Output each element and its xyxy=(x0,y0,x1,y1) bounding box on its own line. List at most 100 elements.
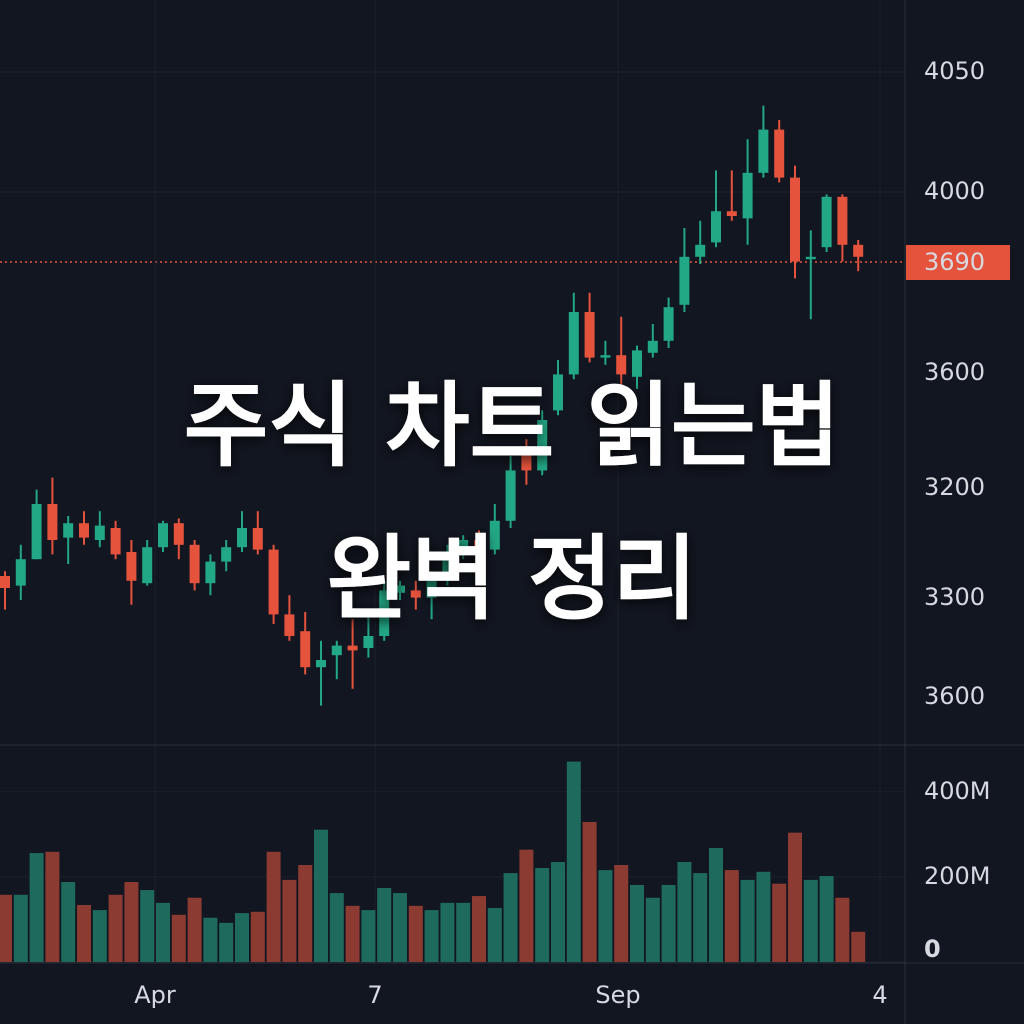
candle-body xyxy=(458,540,469,555)
volume-bar xyxy=(693,873,708,962)
candle-body xyxy=(252,528,263,550)
volume-bar xyxy=(329,893,344,962)
candle-body xyxy=(632,350,642,377)
volume-bar xyxy=(582,822,597,962)
candle-body xyxy=(742,172,753,219)
candle-body xyxy=(679,256,690,305)
candle-body xyxy=(695,244,706,257)
volume-bar xyxy=(440,902,455,962)
candle-body xyxy=(347,645,358,651)
volume-bar xyxy=(788,832,802,962)
volume-bar xyxy=(803,879,818,962)
candle-body xyxy=(758,129,769,173)
y-tick-label: 4000 xyxy=(924,177,985,205)
volume-bar xyxy=(377,887,392,962)
volume-bar xyxy=(187,897,202,962)
volume-bar xyxy=(456,902,471,962)
candle-body xyxy=(47,504,58,540)
marks xyxy=(0,105,866,962)
volume-bar xyxy=(740,879,755,962)
volume-bar xyxy=(219,922,234,962)
candle-body xyxy=(521,448,532,471)
volume-bar xyxy=(472,896,486,962)
candle-body xyxy=(94,525,105,540)
candle-body xyxy=(268,549,279,615)
y-axis-label: 3200 xyxy=(924,473,985,501)
candle-body xyxy=(553,374,563,411)
v-tick-label: 400M xyxy=(924,777,991,805)
last-price-box xyxy=(906,245,1010,280)
candle-body xyxy=(616,355,627,375)
candle-body xyxy=(837,196,848,245)
candle-body xyxy=(331,645,342,656)
volume-bar xyxy=(724,870,739,962)
y-axis-label: 3300 xyxy=(924,583,985,611)
x-tick-label: 4 xyxy=(872,981,887,1009)
volume-bar xyxy=(345,905,360,962)
x-tick-label: Sep xyxy=(595,981,640,1009)
volume-bar xyxy=(92,910,107,962)
candle-body xyxy=(426,580,437,598)
volume-bar xyxy=(108,894,123,962)
volume-bar xyxy=(13,894,28,962)
volume-bar xyxy=(124,882,139,962)
volume-bar xyxy=(677,862,692,962)
x-tick-label: 7 xyxy=(367,981,382,1009)
y-tick-label: 4050 xyxy=(924,57,985,85)
candle-body xyxy=(31,504,42,560)
candle-body xyxy=(316,660,326,668)
candle-body xyxy=(379,590,390,636)
candle-body xyxy=(489,520,500,550)
candle-body xyxy=(15,559,26,586)
y-axis-label: 3600 xyxy=(924,682,985,710)
candle-body xyxy=(79,523,89,538)
candle-body xyxy=(726,211,737,216)
candle-body xyxy=(647,340,658,353)
candle-body xyxy=(63,523,74,538)
candle-body xyxy=(142,547,153,584)
volume-bar xyxy=(835,897,850,962)
volume-bar xyxy=(756,871,771,962)
volume-bar xyxy=(77,904,91,962)
volume-bar xyxy=(598,870,613,962)
candle-body xyxy=(173,523,184,545)
candle-body xyxy=(205,561,216,584)
volume-bar xyxy=(503,873,518,962)
candle-body xyxy=(221,547,232,562)
volume-bar xyxy=(819,876,834,962)
volume-bar xyxy=(266,851,281,962)
volume-bar xyxy=(535,867,550,962)
volume-bar xyxy=(156,902,170,962)
volume-bar xyxy=(298,864,313,962)
volume-bar xyxy=(661,884,676,962)
candle-body xyxy=(300,631,311,668)
v-tick-label: 200M xyxy=(924,862,991,890)
candle-body xyxy=(790,177,800,262)
x-tick-label: Apr xyxy=(134,981,176,1009)
volume-bar xyxy=(250,911,265,962)
last-price-label: 3690 xyxy=(924,248,985,276)
volume-bar xyxy=(519,849,534,962)
candle-body xyxy=(537,420,548,471)
candle-body xyxy=(395,585,405,593)
candle-body xyxy=(584,312,595,358)
volume-bar xyxy=(282,879,297,962)
candle-body xyxy=(853,244,864,257)
volume-bar xyxy=(361,910,376,962)
title-line: 주식 차트 읽는법 xyxy=(184,372,841,479)
candle-body xyxy=(363,636,374,648)
volume-bar xyxy=(630,884,644,962)
volume-bar xyxy=(772,883,787,962)
candle-body xyxy=(663,307,674,341)
candle-body xyxy=(821,196,832,248)
volume-bar xyxy=(408,905,423,962)
candle-body xyxy=(711,211,721,243)
candle-body xyxy=(237,528,247,548)
candle-body xyxy=(805,256,816,260)
candle-body xyxy=(284,614,295,636)
volume-bar xyxy=(235,913,249,962)
volume-bar xyxy=(424,910,439,962)
volume-bar xyxy=(393,893,407,962)
candle-body xyxy=(474,540,484,552)
volume-bar xyxy=(45,851,60,962)
